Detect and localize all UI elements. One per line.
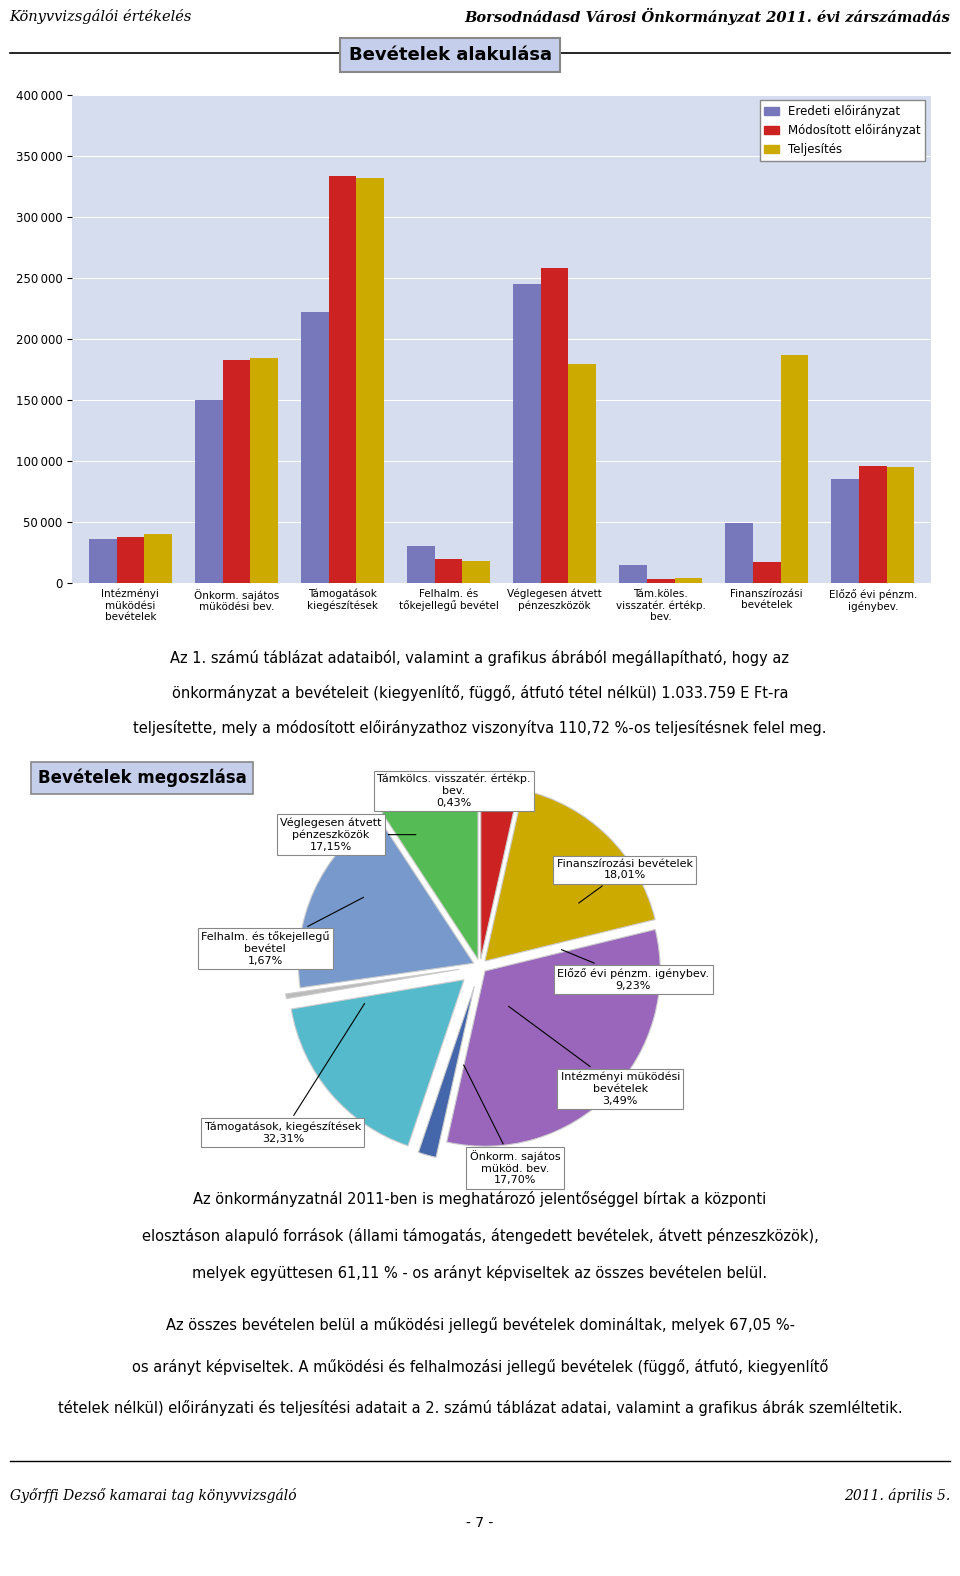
Legend: Eredeti előirányzat, Módosított előirányzat, Teljesítés: Eredeti előirányzat, Módosított előirány…	[759, 101, 925, 161]
Wedge shape	[419, 987, 474, 1157]
Bar	[435, 559, 463, 583]
Wedge shape	[446, 930, 660, 1146]
Text: Az összes bevételen belül a működési jellegű bevételek domináltak, melyek 67,05 : Az összes bevételen belül a működési jel…	[165, 1318, 795, 1333]
Bar	[223, 359, 251, 583]
Bar	[619, 564, 647, 583]
Text: Könyvvizsgálói értékelés: Könyvvizsgálói értékelés	[10, 8, 192, 24]
Wedge shape	[299, 816, 473, 988]
Text: os arányt képviseltek. A működési és felhalmozási jellegű bevételek (függő, átfu: os arányt képviseltek. A működési és fel…	[132, 1359, 828, 1374]
Bar	[780, 355, 808, 583]
Bar	[887, 466, 914, 583]
Bar	[407, 547, 435, 583]
Bar	[301, 312, 328, 583]
Text: Önkorm. sajátos
müköd. bev.
17,70%: Önkorm. sajátos müköd. bev. 17,70%	[464, 1065, 561, 1185]
Bar	[514, 284, 540, 583]
Wedge shape	[485, 790, 655, 961]
Wedge shape	[291, 980, 464, 1146]
Bar	[463, 561, 490, 583]
Text: Előző évi pénzm. igénybev.
9,23%: Előző évi pénzm. igénybev. 9,23%	[558, 950, 709, 991]
Bar	[726, 523, 753, 583]
Wedge shape	[286, 969, 459, 999]
Text: önkormányzat a bevételeit (kiegyenlítő, függő, átfutó tétel nélkül) 1.033.759 E : önkormányzat a bevételeit (kiegyenlítő, …	[172, 686, 788, 701]
Text: Bevételek alakulása: Bevételek alakulása	[348, 46, 552, 63]
Text: Az önkormányzatnál 2011-ben is meghatározó jelentőséggel bírtak a központi: Az önkormányzatnál 2011-ben is meghatáro…	[193, 1191, 767, 1207]
Wedge shape	[481, 783, 519, 960]
Text: teljesítette, mely a módosított előirányzathoz viszonyítva 110,72 %-os teljesíté: teljesítette, mely a módosított előirány…	[133, 720, 827, 736]
Text: melyek együttesen 61,11 % - os arányt képviseltek az összes bevételen belül.: melyek együttesen 61,11 % - os arányt ké…	[192, 1264, 768, 1281]
Bar	[675, 578, 702, 583]
Text: Az 1. számú táblázat adataiból, valamint a grafikus ábrából megállapítható, hogy: Az 1. számú táblázat adataiból, valamint…	[171, 649, 789, 665]
Bar	[116, 537, 144, 583]
Text: Borsodnádasd Városi Önkormányzat 2011. évi zárszámadás: Borsodnádasd Városi Önkormányzat 2011. é…	[465, 8, 950, 25]
Text: Bevételek megoszlása: Bevételek megoszlása	[37, 769, 247, 786]
Text: Véglegesen átvett
pénzeszközök
17,15%: Véglegesen átvett pénzeszközök 17,15%	[280, 818, 416, 851]
Text: - 7 -: - 7 -	[467, 1516, 493, 1530]
Text: Támogatások, kiegészítések
32,31%: Támogatások, kiegészítések 32,31%	[204, 1004, 365, 1144]
Bar	[647, 580, 675, 583]
Bar	[753, 563, 780, 583]
Bar	[195, 400, 223, 583]
Bar	[144, 534, 172, 583]
Wedge shape	[382, 785, 478, 960]
Text: Finanszírozási bevételek
18,01%: Finanszírozási bevételek 18,01%	[557, 859, 692, 903]
Text: Felhalm. és tőkejellegű
bevétel
1,67%: Felhalm. és tőkejellegű bevétel 1,67%	[201, 897, 364, 966]
Bar	[89, 539, 116, 583]
Text: tételek nélkül) előirányzati és teljesítési adatait a 2. számú táblázat adatai, : tételek nélkül) előirányzati és teljesít…	[58, 1401, 902, 1417]
Text: Intézményi müködési
bevételek
3,49%: Intézményi müködési bevételek 3,49%	[509, 1007, 680, 1106]
Bar	[328, 177, 356, 583]
Text: Támkölcs. visszatér. értékp.
bev.
0,43%: Támkölcs. visszatér. értékp. bev. 0,43%	[377, 774, 531, 807]
Bar	[540, 268, 568, 583]
Text: elosztáson alapuló források (állami támogatás, átengedett bevételek, átvett pénz: elosztáson alapuló források (állami támo…	[142, 1228, 818, 1243]
Bar	[831, 479, 859, 583]
Bar	[859, 466, 887, 583]
Bar	[356, 178, 384, 583]
Bar	[251, 358, 277, 583]
Text: 2011. április 5.: 2011. április 5.	[844, 1488, 950, 1504]
Bar	[568, 364, 596, 583]
Text: Győrffi Dezső kamarai tag könyvvizsgáló: Győrffi Dezső kamarai tag könyvvizsgáló	[10, 1488, 297, 1504]
